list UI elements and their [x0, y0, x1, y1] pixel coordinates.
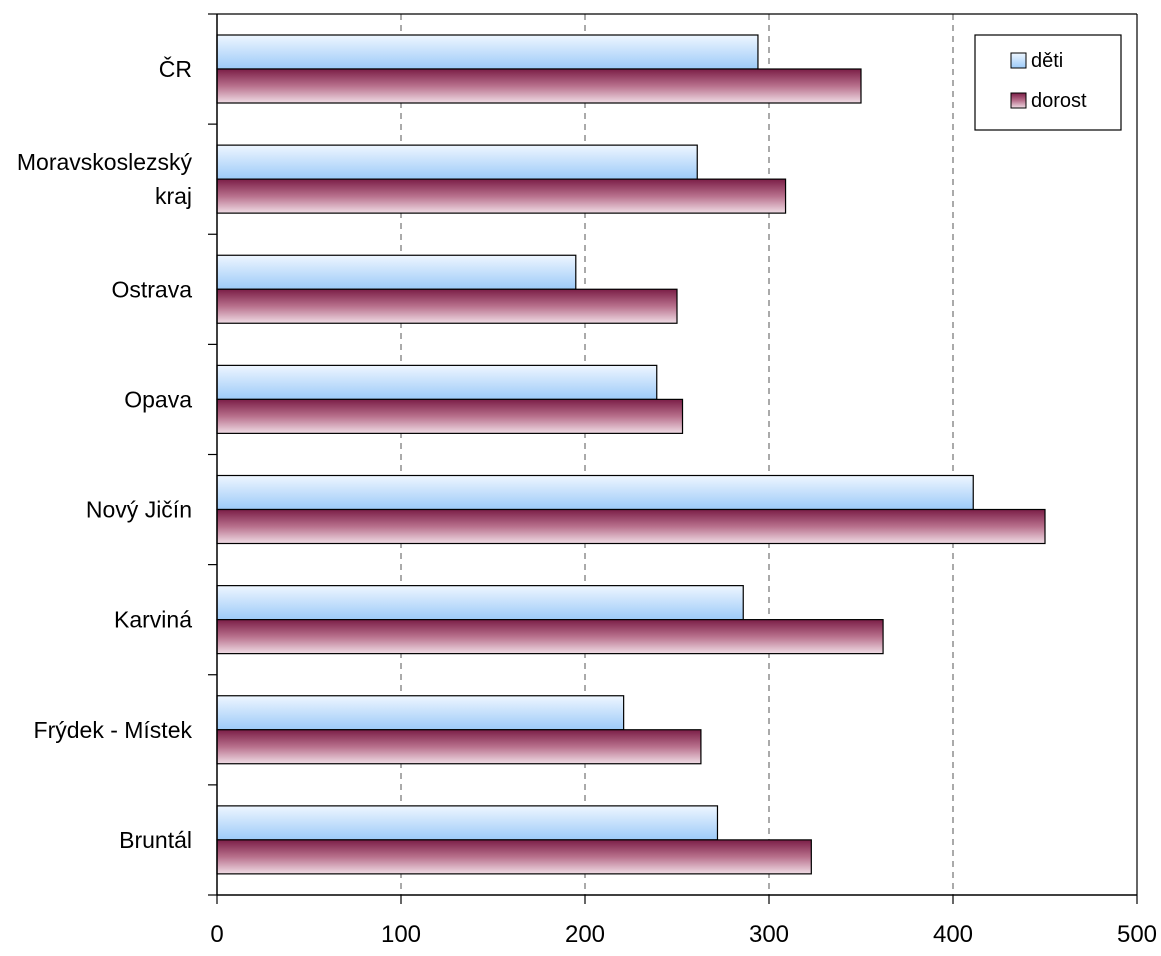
bar-deti — [216, 254, 577, 290]
legend-label-dorost: dorost — [1031, 90, 1087, 112]
category-label: Nový Jičín — [86, 497, 192, 523]
bar-dorost — [216, 619, 884, 655]
legend-swatch-dorost — [1010, 92, 1027, 109]
category-label: Moravskoslezský kraj — [17, 149, 193, 209]
x-tick-label: 100 — [381, 921, 421, 948]
bar-deti — [216, 144, 698, 180]
category-label: Frýdek - Místek — [34, 717, 193, 743]
bars — [216, 34, 1046, 875]
legend: děti dorost — [974, 34, 1122, 131]
axes — [208, 13, 1138, 904]
bar-deti — [216, 474, 974, 511]
bar-dorost — [216, 288, 678, 324]
category-label: ČR — [159, 55, 192, 82]
x-tick-label: 200 — [565, 921, 605, 948]
bar-dorost — [216, 68, 862, 104]
category-label: Bruntál — [119, 827, 192, 853]
x-tick-label: 0 — [210, 921, 223, 948]
bar-dorost — [216, 508, 1046, 545]
bar-dorost — [216, 839, 812, 875]
bar-deti — [216, 34, 759, 70]
x-tick-label: 500 — [1117, 921, 1157, 948]
bar-deti — [216, 585, 744, 621]
bar-deti — [216, 695, 625, 731]
legend-label-deti: děti — [1031, 50, 1063, 72]
category-label: Karviná — [114, 607, 192, 633]
category-label: Ostrava — [111, 276, 192, 302]
x-tick-label: 300 — [749, 921, 789, 948]
bar-dorost — [216, 398, 684, 434]
bar-deti — [216, 364, 658, 400]
bar-dorost — [216, 729, 702, 765]
bar-deti — [216, 805, 719, 841]
bar-dorost — [216, 178, 787, 214]
legend-swatch-deti — [1010, 52, 1027, 69]
category-label: Opava — [124, 386, 192, 412]
labels: 0 100 200 300 400 500 ČR Moravskoslezský kraj Ost… — [17, 55, 1157, 948]
legend-box — [974, 34, 1122, 131]
x-tick-label: 400 — [933, 921, 973, 948]
